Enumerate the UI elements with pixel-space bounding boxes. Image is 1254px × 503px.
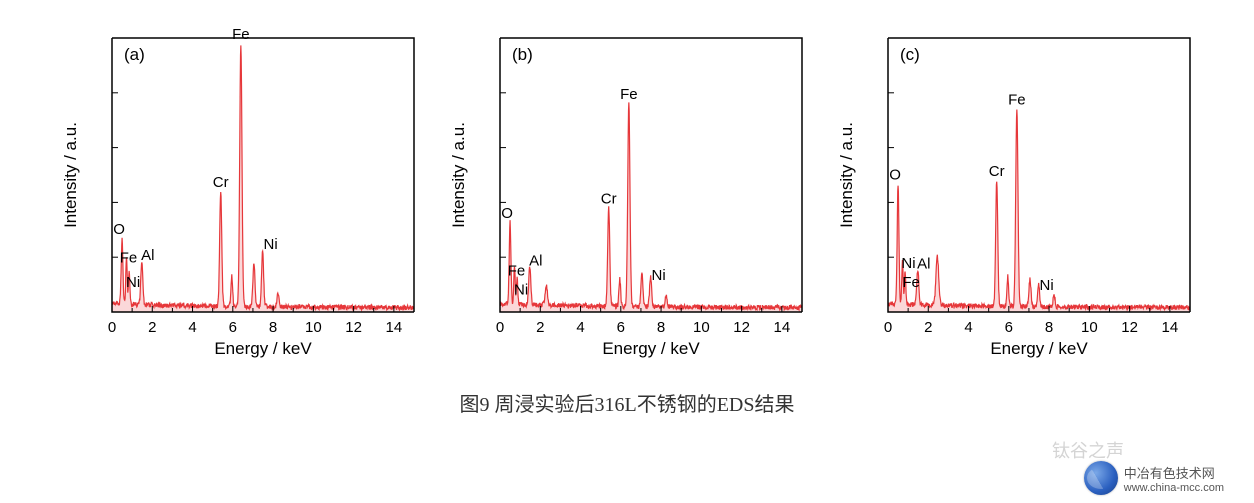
svg-text:6: 6 bbox=[229, 319, 237, 336]
watermark-logo: 中冶有色技术网 www.china-mcc.com bbox=[1084, 461, 1224, 495]
svg-text:10: 10 bbox=[693, 319, 710, 336]
eds-spectrum-svg: 0 2 4 6 8 10 12 14 Energy / keV Intensity / a.u… bbox=[830, 20, 1200, 370]
svg-text:14: 14 bbox=[386, 319, 403, 336]
svg-text:4: 4 bbox=[188, 319, 196, 336]
peak-label-o: O bbox=[113, 221, 125, 238]
x-axis-label: Energy / keV bbox=[214, 339, 312, 358]
svg-text:14: 14 bbox=[774, 319, 791, 336]
peak-label-o: O bbox=[889, 166, 901, 183]
y-axis-label: Intensity / a.u. bbox=[61, 122, 80, 228]
eds-spectrum-svg: 0 2 4 6 8 10 12 14 Energy / keV Intensity / a.u… bbox=[442, 20, 812, 370]
svg-text:2: 2 bbox=[148, 319, 156, 336]
watermark-text: 中冶有色技术网 bbox=[1124, 463, 1224, 482]
svg-text:6: 6 bbox=[617, 319, 625, 336]
panel-label: (b) bbox=[512, 45, 533, 64]
svg-text:10: 10 bbox=[305, 319, 322, 336]
svg-text:0: 0 bbox=[496, 319, 504, 336]
peak-label-ni: Ni bbox=[264, 236, 278, 253]
peak-label-ni: Ni bbox=[126, 274, 140, 291]
peak-label-ni: Ni bbox=[652, 267, 666, 284]
peak-label-cr: Cr bbox=[601, 190, 617, 207]
charts-row: 0 2 4 6 8 10 12 14 Energy / keV Intensity / a.u… bbox=[0, 0, 1254, 380]
svg-text:12: 12 bbox=[345, 319, 362, 336]
peak-label-ni: Ni bbox=[901, 255, 915, 272]
watermark-faint: 钛谷之声 bbox=[1052, 437, 1124, 463]
x-axis-label: Energy / keV bbox=[602, 339, 700, 358]
svg-text:12: 12 bbox=[1121, 319, 1138, 336]
svg-text:4: 4 bbox=[576, 319, 584, 336]
figure-caption: 图9 周浸实验后316L不锈钢的EDS结果 bbox=[0, 388, 1254, 417]
peak-label-al: Al bbox=[141, 247, 154, 264]
peak-label-fe: Fe bbox=[902, 274, 920, 291]
svg-text:8: 8 bbox=[269, 319, 277, 336]
peak-label-ni: Ni bbox=[1040, 277, 1054, 294]
x-axis-label: Energy / keV bbox=[990, 339, 1088, 358]
svg-text:6: 6 bbox=[1005, 319, 1013, 336]
peak-label-fe: Fe bbox=[120, 250, 138, 267]
peak-label-ni: Ni bbox=[514, 282, 528, 299]
svg-text:2: 2 bbox=[536, 319, 544, 336]
peak-label-fe: Fe bbox=[508, 263, 526, 280]
eds-panel-c: 0 2 4 6 8 10 12 14 Energy / keV Intensity / a.u… bbox=[830, 20, 1200, 370]
panel-label: (a) bbox=[124, 45, 145, 64]
svg-text:10: 10 bbox=[1081, 319, 1098, 336]
peak-label-cr: Cr bbox=[989, 163, 1005, 180]
svg-text:0: 0 bbox=[108, 319, 116, 336]
peak-label-fe: Fe bbox=[232, 26, 250, 43]
svg-text:8: 8 bbox=[657, 319, 665, 336]
eds-spectrum-svg: 0 2 4 6 8 10 12 14 Energy / keV Intensity / a.u… bbox=[54, 20, 424, 370]
peak-label-fe: Fe bbox=[620, 86, 638, 103]
svg-text:0: 0 bbox=[884, 319, 892, 336]
svg-text:2: 2 bbox=[924, 319, 932, 336]
peak-label-al: Al bbox=[529, 253, 542, 270]
watermark-text-block: 中冶有色技术网 www.china-mcc.com bbox=[1124, 463, 1224, 494]
peak-label-al: Al bbox=[917, 255, 930, 272]
svg-text:14: 14 bbox=[1162, 319, 1179, 336]
svg-text:4: 4 bbox=[964, 319, 972, 336]
y-axis-label: Intensity / a.u. bbox=[837, 122, 856, 228]
panel-label: (c) bbox=[900, 45, 920, 64]
peak-label-fe: Fe bbox=[1008, 92, 1026, 109]
eds-panel-a: 0 2 4 6 8 10 12 14 Energy / keV Intensity / a.u… bbox=[54, 20, 424, 370]
globe-icon bbox=[1084, 461, 1118, 495]
eds-panel-b: 0 2 4 6 8 10 12 14 Energy / keV Intensity / a.u… bbox=[442, 20, 812, 370]
y-axis-label: Intensity / a.u. bbox=[449, 122, 468, 228]
watermark-url: www.china-mcc.com bbox=[1124, 482, 1224, 494]
peak-label-o: O bbox=[501, 205, 513, 222]
peak-label-cr: Cr bbox=[213, 174, 229, 191]
svg-text:12: 12 bbox=[733, 319, 750, 336]
svg-text:8: 8 bbox=[1045, 319, 1053, 336]
